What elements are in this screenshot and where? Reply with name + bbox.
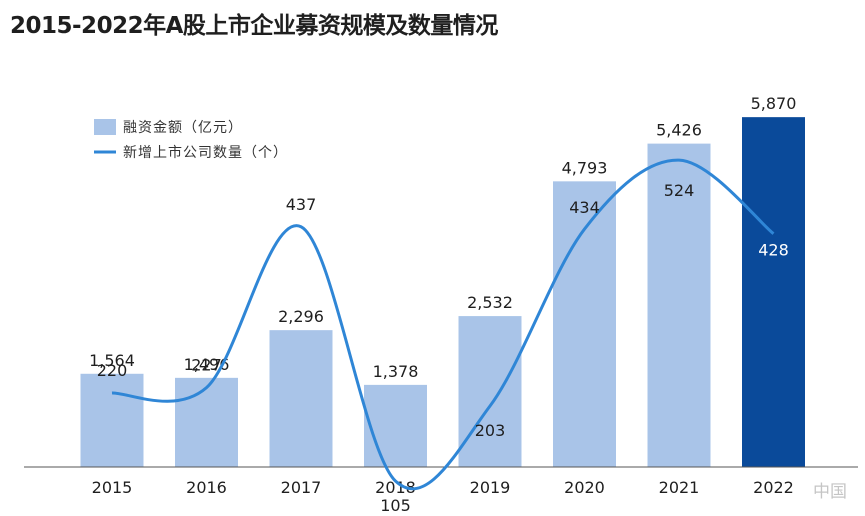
bar-value-label-2019: 2,532: [467, 293, 513, 312]
bar-value-label-2015: 1,564: [89, 351, 135, 370]
x-tick-label-2019: 2019: [470, 478, 511, 497]
x-tick-label-2017: 2017: [281, 478, 322, 497]
watermark-text: 中国: [813, 482, 847, 502]
line-series-path: [111, 158, 775, 491]
bar-value-label-2016: 1,496: [184, 355, 230, 374]
line-value-label-2016: 227: [191, 356, 222, 375]
line-value-label-2018: 105: [380, 496, 411, 515]
legend-bar-swatch: [94, 119, 116, 135]
line-value-label-2017: 437: [286, 195, 317, 214]
x-tick-label-2022: 2022: [753, 478, 794, 497]
line-value-label-2022: 428: [758, 241, 789, 260]
bar-2019: [458, 316, 522, 467]
bar-series: [80, 117, 805, 467]
line-value-label-2015: 220: [97, 361, 128, 380]
chart-title: 2015-2022年A股上市企业募资规模及数量情况: [10, 13, 498, 39]
x-tick-label-2021: 2021: [659, 478, 700, 497]
x-tick-label-2016: 2016: [186, 478, 227, 497]
legend-line-label: 新增上市公司数量（个）: [123, 144, 288, 161]
bar-2021: [647, 143, 711, 467]
bar-2015: [80, 373, 144, 467]
line-value-label-2019: 203: [475, 421, 506, 440]
bar-value-label-2020: 4,793: [562, 158, 608, 177]
bar-value-label-2018: 1,378: [373, 362, 419, 381]
bar-2022: [742, 117, 805, 467]
legend-bar-label: 融资金额（亿元）: [123, 120, 243, 136]
bar-2017: [269, 330, 333, 467]
bar-2016: [175, 377, 238, 467]
bar-value-label-2021: 5,426: [656, 121, 702, 140]
x-tick-label-2020: 2020: [564, 478, 605, 497]
bar-value-label-2022: 5,870: [751, 94, 797, 113]
bar-2018: [364, 384, 427, 467]
bar-value-label-2017: 2,296: [278, 307, 324, 326]
bar-2020: [553, 181, 616, 467]
line-value-label-2020: 434: [569, 198, 600, 217]
x-tick-label-2015: 2015: [92, 478, 133, 497]
line-value-label-2021: 524: [664, 181, 695, 200]
legend: 融资金额（亿元） 新增上市公司数量（个）: [94, 119, 288, 161]
x-tick-label-2018: 2018: [375, 478, 416, 497]
